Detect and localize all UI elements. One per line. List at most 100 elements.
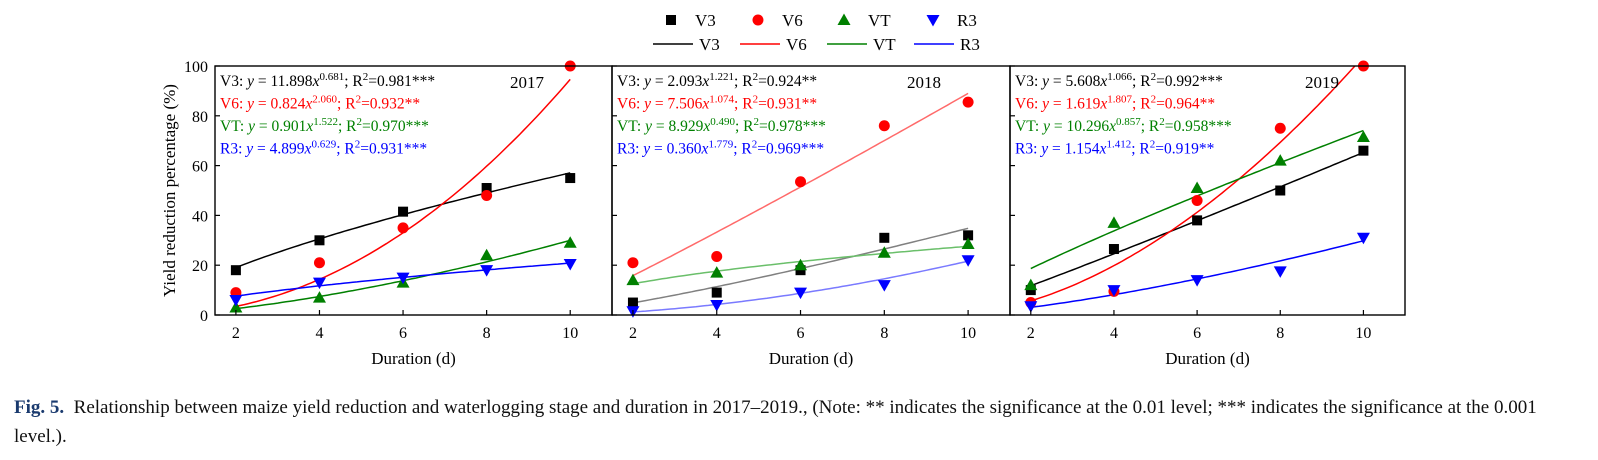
- fit-line-r3: [1030, 240, 1364, 309]
- equation-part: ; R: [1141, 118, 1160, 135]
- panel-year-title: 2019: [1305, 73, 1339, 92]
- data-point-r3: [563, 258, 577, 271]
- equation-part: = 2.093: [651, 73, 703, 90]
- equation-part: 2: [1151, 94, 1157, 106]
- regression-equation-r3: R3: y = 4.899x0.629; R2=0.931***: [220, 139, 427, 158]
- equation-part: 2: [1159, 116, 1165, 128]
- equation-part: 1.522: [313, 116, 338, 128]
- equation-part: y: [1041, 118, 1050, 135]
- legend-marker-v6: [752, 14, 764, 26]
- legend-line-label: R3: [960, 35, 980, 54]
- equation-part: =0.919**: [1155, 141, 1214, 158]
- equation-part: y: [245, 73, 254, 90]
- data-point-vt: [794, 258, 808, 271]
- equation-part: y: [244, 141, 253, 158]
- equation-part: =0.981***: [368, 73, 435, 90]
- equation-part: ; R: [344, 73, 363, 90]
- data-point-r3: [1107, 285, 1121, 297]
- x-tick-label: 6: [399, 325, 407, 342]
- equation-part: y: [1039, 141, 1048, 158]
- data-point-r3: [396, 272, 410, 285]
- data-point-vt: [1024, 278, 1038, 291]
- data-point-v6: [962, 96, 974, 108]
- equation-part: = 1.154: [1048, 141, 1100, 158]
- panel-year-title: 2018: [907, 73, 941, 92]
- regression-equation-v3: V3: y = 2.093x1.221; R2=0.924**: [617, 71, 817, 90]
- data-point-v3: [1358, 145, 1369, 156]
- regression-equation-v6: V6: y = 0.824x2.060; R2=0.932**: [220, 94, 420, 113]
- equation-part: R3:: [617, 141, 643, 158]
- equation-part: 0.681: [319, 71, 344, 83]
- equation-part: R3:: [220, 141, 246, 158]
- data-point-v3: [1275, 185, 1286, 196]
- x-axis-title: Duration (d): [769, 349, 854, 368]
- x-axis-title: Duration (d): [371, 349, 456, 368]
- data-point-vt: [1190, 181, 1204, 194]
- equation-part: 2: [753, 71, 759, 83]
- data-point-v3: [230, 265, 241, 276]
- equation-part: ; R: [735, 118, 754, 135]
- equation-part: y: [642, 96, 651, 113]
- x-tick-label: 2: [1027, 325, 1035, 342]
- data-point-r3: [1273, 266, 1287, 278]
- data-point-r3: [710, 300, 724, 312]
- equation-part: x: [1099, 73, 1107, 90]
- equation-part: 2: [357, 116, 363, 128]
- y-tick-label: 0: [200, 308, 208, 325]
- data-point-vt: [563, 236, 577, 248]
- data-point-v3: [627, 297, 638, 308]
- data-point-vt: [877, 246, 891, 258]
- equation-part: 0.857: [1116, 116, 1141, 128]
- equation-part: = 0.360: [650, 141, 702, 158]
- equation-part: y: [1040, 96, 1049, 113]
- equation-part: 2: [1151, 71, 1157, 83]
- equation-part: V6:: [617, 96, 644, 113]
- equation-part: 2: [753, 94, 759, 106]
- equation-part: 0.629: [311, 139, 336, 151]
- data-point-r3: [480, 265, 494, 277]
- equation-part: VT:: [617, 118, 645, 135]
- equation-part: 2: [754, 116, 760, 128]
- plot-frame: [1009, 65, 1406, 316]
- equation-part: ; R: [734, 96, 753, 113]
- caption-label: Fig. 5.: [14, 397, 65, 418]
- x-tick-label: 2: [629, 325, 637, 342]
- equation-part: x: [1099, 96, 1107, 113]
- equation-part: 2: [363, 71, 369, 83]
- fit-line-v6: [235, 78, 571, 308]
- data-point-v3: [1108, 244, 1119, 255]
- equation-part: = 11.898: [254, 73, 313, 90]
- data-point-v3: [963, 230, 974, 241]
- equation-part: = 8.929: [652, 118, 704, 135]
- equation-part: V3:: [617, 73, 644, 90]
- equation-part: ; R: [1131, 141, 1150, 158]
- equation-part: =0.970***: [362, 118, 429, 135]
- data-point-r3: [794, 287, 808, 300]
- legend-marker-vt: [837, 13, 851, 25]
- data-point-vt: [312, 291, 326, 303]
- equation-part: VT:: [220, 118, 248, 135]
- equation-part: R3:: [1015, 141, 1041, 158]
- equation-part: =0.992***: [1156, 73, 1223, 90]
- data-point-vt: [1356, 130, 1370, 142]
- equation-part: 2.060: [312, 94, 337, 106]
- data-point-v3: [565, 173, 576, 184]
- equation-part: x: [304, 141, 312, 158]
- legend-line-label: VT: [873, 35, 896, 54]
- data-point-v6: [711, 250, 723, 262]
- equation-part: = 7.506: [651, 96, 703, 113]
- equation-part: y: [1040, 73, 1049, 90]
- x-tick-label: 8: [1276, 325, 1284, 342]
- equation-part: = 0.824: [254, 96, 306, 113]
- equation-part: 2: [752, 139, 758, 151]
- equation-part: 1.412: [1106, 139, 1131, 151]
- y-axis-title: Yield reduction percentage (%): [160, 84, 179, 297]
- data-point-vt: [1273, 154, 1287, 166]
- equation-part: y: [641, 141, 650, 158]
- equation-part: 2: [355, 139, 361, 151]
- data-point-v6: [1274, 122, 1286, 134]
- equation-part: V3:: [1015, 73, 1042, 90]
- equation-part: x: [701, 96, 709, 113]
- equation-part: ; R: [336, 141, 355, 158]
- regression-equation-vt: VT: y = 10.296x0.857; R2=0.958***: [1015, 116, 1232, 135]
